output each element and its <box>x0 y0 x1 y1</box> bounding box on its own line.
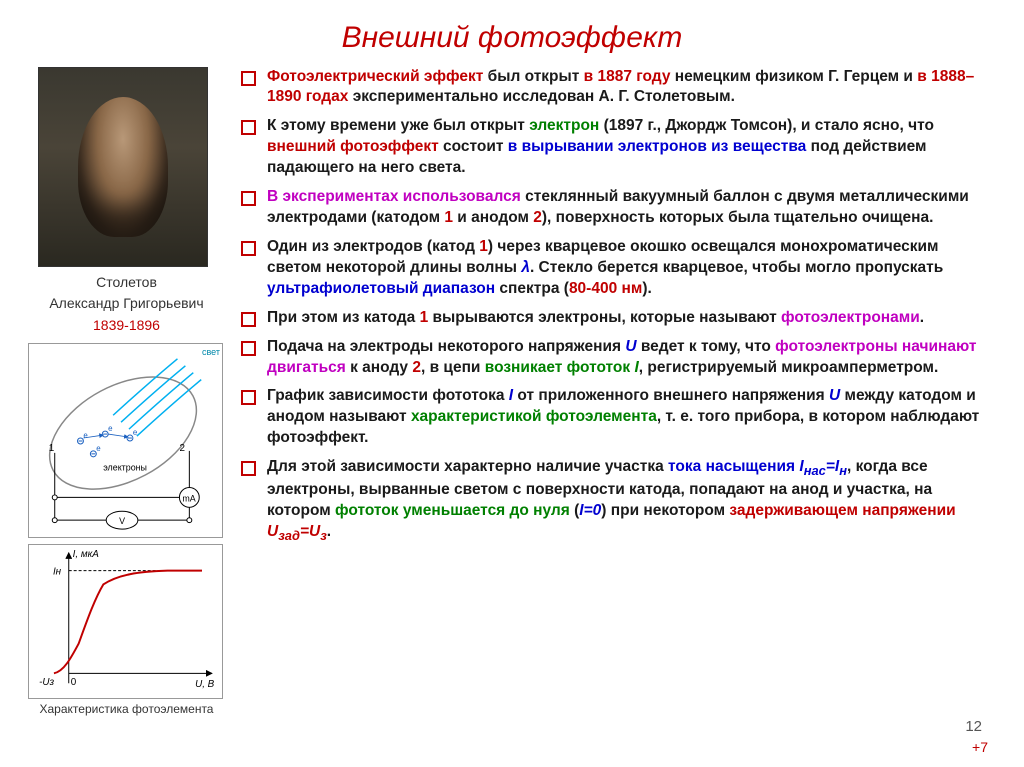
bullet-4: Один из электродов (катод 1) через кварц… <box>235 237 984 300</box>
svg-text:e: e <box>96 444 101 453</box>
page-number: 12 <box>965 717 982 737</box>
iv-chart: I, мкА U, В 0 Iн -Uз <box>28 544 223 699</box>
svg-text:электроны: электроны <box>103 463 147 473</box>
svg-text:e: e <box>133 428 138 437</box>
portrait <box>38 67 208 267</box>
content: Фотоэлектрический эффект был открыт в 18… <box>225 67 1024 718</box>
svg-text:e: e <box>83 431 88 440</box>
bullet-3: В экспериментах использовался стеклянный… <box>235 187 984 229</box>
bullet-2: К этому времени уже был открыт электрон … <box>235 116 984 179</box>
sidebar: Столетов Александр Григорьевич 1839-1896… <box>0 67 225 718</box>
svg-text:I, мкА: I, мкА <box>73 549 100 560</box>
page-title: Внешний фотоэффект <box>0 0 1024 67</box>
portrait-fullname: Александр Григорьевич <box>28 294 225 314</box>
bullet-6: Подача на электроды некоторого напряжени… <box>235 337 984 379</box>
svg-text:1: 1 <box>49 443 55 454</box>
bullet-1: Фотоэлектрический эффект был открыт в 18… <box>235 67 984 109</box>
svg-text:V: V <box>119 516 125 526</box>
light-label: свет <box>202 346 220 358</box>
svg-text:e: e <box>108 424 113 433</box>
svg-text:-Uз: -Uз <box>39 677 54 688</box>
bullet-7: График зависимости фототока I от приложе… <box>235 386 984 449</box>
experiment-diagram: 1 2 e e e e электроны mA <box>28 343 223 538</box>
bullet-5: При этом из катода 1 вырываются электрон… <box>235 308 984 329</box>
bullet-8: Для этой зависимости характерно наличие … <box>235 457 984 544</box>
portrait-dates: 1839-1896 <box>28 316 225 336</box>
svg-text:0: 0 <box>71 677 77 688</box>
page-offset: +7 <box>972 738 988 757</box>
iv-chart-caption: Характеристика фотоэлемента <box>28 701 225 717</box>
svg-text:mA: mA <box>182 494 195 504</box>
svg-text:2: 2 <box>179 443 185 454</box>
portrait-name: Столетов <box>28 273 225 293</box>
svg-text:Iн: Iн <box>53 567 62 578</box>
svg-text:U, В: U, В <box>195 679 215 690</box>
